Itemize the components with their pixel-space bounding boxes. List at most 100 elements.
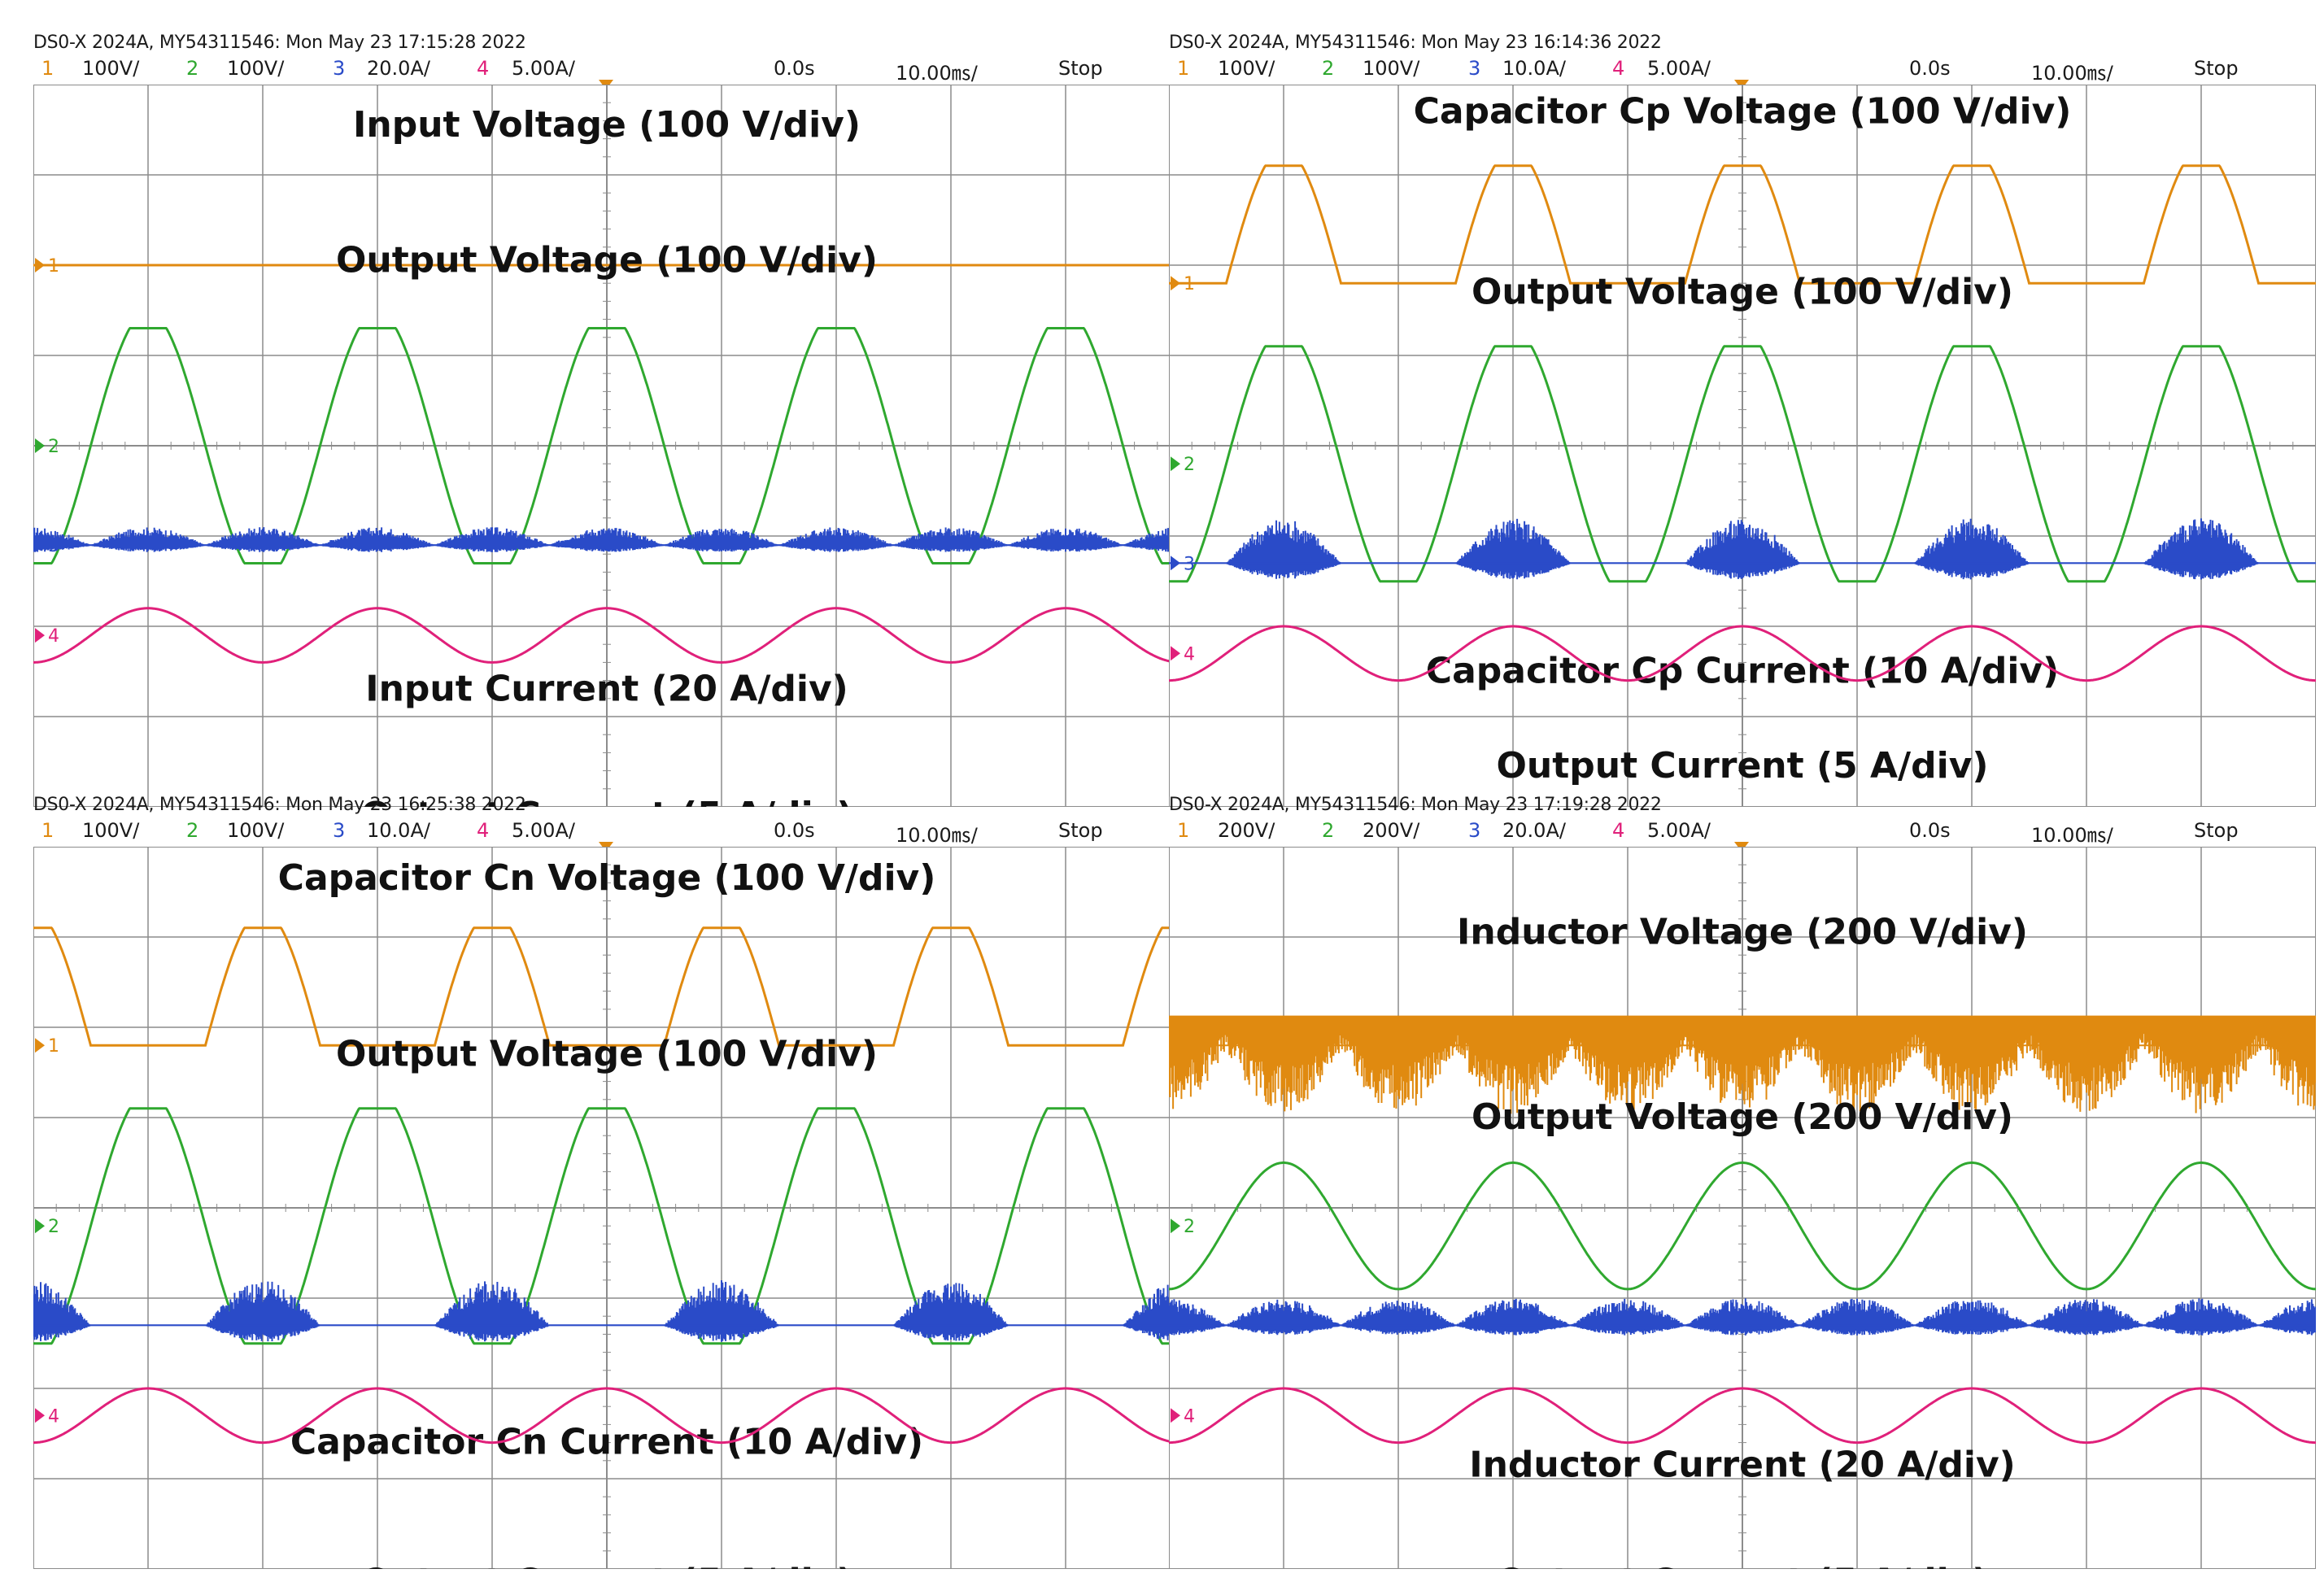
ch1-scale: 100V/ [82, 57, 140, 80]
run-state: Stop [1058, 819, 1103, 842]
ch1-number: 1 [41, 57, 55, 80]
scope-panel-1: DS0-X 2024A, MY54311546: Mon May 23 17:1… [28, 31, 1184, 808]
ground-arrow [35, 628, 45, 643]
scope-panel-3: DS0-X 2024A, MY54311546: Mon May 23 16:2… [28, 793, 1184, 1570]
ch4-scale: 5.00A/ [1647, 57, 1711, 80]
ground-arrow [1171, 456, 1180, 472]
ch1-number: 1 [1177, 819, 1190, 842]
series-label: Input Voltage (100 V/div) [353, 104, 861, 146]
ch4-ground-label: 4 [48, 626, 59, 647]
trace-line [33, 1107, 1180, 1345]
ch4-ground-marker-icon: 4 [35, 1406, 59, 1427]
ch2-ground-marker-icon: 2 [1171, 455, 1195, 475]
trace-ch2: 2 Output Voltage (200 V/div) [1169, 1096, 2316, 1291]
ground-arrow [35, 438, 45, 453]
ch4-ground-marker-icon: 4 [1171, 1406, 1195, 1427]
ch4-number: 4 [1612, 57, 1625, 80]
trace-ch2: 2 Output Voltage (100 V/div) [33, 1033, 1180, 1345]
trace-line [1169, 1161, 2316, 1291]
trace-line [1169, 1387, 2316, 1445]
ch3-scale: 20.0A/ [367, 57, 430, 80]
ch4-ground-marker-icon: 4 [1171, 644, 1195, 665]
series-label: Output Current (5 A/div) [361, 1562, 853, 1569]
center-axes [33, 85, 1180, 807]
ch2-number: 2 [1322, 819, 1335, 842]
run-state: Stop [1058, 57, 1103, 80]
ch3-number: 3 [333, 819, 346, 842]
ch3-number: 3 [1468, 57, 1481, 80]
ch4-scale: 5.00A/ [512, 57, 575, 80]
trace-ch1: 1 Capacitor Cn Voltage (100 V/div) [33, 857, 1180, 1057]
ch2-ground-marker-icon: 2 [35, 1217, 59, 1237]
scope-settings-bar: 1 100V/ 2 100V/ 3 20.0A/ 4 5.00A/ 0.0s 1… [33, 57, 1180, 85]
trace-ch2: 2 Output Voltage (100 V/div) [1169, 271, 2316, 583]
ch4-scale: 5.00A/ [512, 819, 575, 842]
trace-ch4: 4 Output Current (5 A/div) [33, 1387, 1180, 1569]
ch2-number: 2 [186, 819, 199, 842]
series-label: Capacitor Cp Current (10 A/div) [1426, 651, 2059, 692]
series-label: Output Current (5 A/div) [361, 795, 853, 807]
scope-settings-bar: 1 100V/ 2 100V/ 3 10.0A/ 4 5.00A/ 0.0s 1… [1169, 57, 2316, 85]
ch2-ground-label: 2 [48, 437, 59, 457]
time-per-div: 10.00㎳/ [896, 62, 978, 85]
time-offset: 0.0s [774, 57, 815, 80]
scope-panel-4: DS0-X 2024A, MY54311546: Mon May 23 17:1… [1164, 793, 2319, 1570]
series-label: Output Voltage (100 V/div) [336, 239, 878, 281]
scope-screen: 1 Capacitor Cn Voltage (100 V/div) 2 Output… [33, 847, 1180, 1569]
scope-header: DS0-X 2024A, MY54311546: Mon May 23 17:1… [33, 33, 526, 53]
scope-panel-2: DS0-X 2024A, MY54311546: Mon May 23 16:1… [1164, 31, 2319, 808]
time-offset: 0.0s [1909, 57, 1951, 80]
ch1-number: 1 [41, 819, 55, 842]
ch3-scale: 20.0A/ [1502, 819, 1566, 842]
ground-arrow [1171, 1408, 1180, 1423]
ch2-scale: 100V/ [227, 819, 285, 842]
center-axes [1169, 85, 2316, 807]
series-label: Output Voltage (100 V/div) [336, 1033, 878, 1074]
trace-line [33, 1387, 1180, 1445]
trace-ch4: 4 Output Current (5 A/div) [33, 607, 1180, 807]
series-label: Inductor Current (20 A/div) [1469, 1444, 2016, 1485]
ch2-scale: 100V/ [227, 57, 285, 80]
ch2-scale: 200V/ [1363, 819, 1420, 842]
ch3-ground-label: 3 [1184, 554, 1195, 574]
ch1-number: 1 [1177, 57, 1190, 80]
ch4-ground-label: 4 [1184, 644, 1195, 665]
ch2-number: 2 [186, 57, 199, 80]
trace-line [33, 926, 1180, 1047]
series-label: Capacitor Cn Voltage (100 V/div) [278, 857, 936, 899]
trace-ch1: 1 Capacitor Cp Voltage (100 V/div) [1169, 90, 2316, 294]
ch4-ground-marker-icon: 4 [35, 626, 59, 647]
scope-settings-bar: 1 200V/ 2 200V/ 3 20.0A/ 4 5.00A/ 0.0s 1… [1169, 819, 2316, 847]
trace-ch3: 3 Capacitor Cp Current (10 A/div) [1169, 518, 2316, 692]
ch1-scale: 200V/ [1218, 819, 1275, 842]
series-label: Capacitor Cp Voltage (100 V/div) [1414, 90, 2072, 132]
ch4-number: 4 [477, 819, 490, 842]
trace-line [33, 607, 1180, 664]
ch2-scale: 100V/ [1363, 57, 1420, 80]
ground-arrow [35, 1038, 45, 1053]
scope-header: DS0-X 2024A, MY54311546: Mon May 23 16:1… [1169, 33, 1662, 53]
time-offset: 0.0s [1909, 819, 1951, 842]
ch2-ground-label: 2 [1184, 455, 1195, 475]
time-offset: 0.0s [774, 819, 815, 842]
ch3-scale: 10.0A/ [367, 819, 430, 842]
trace-line [33, 327, 1180, 564]
trace-line [1169, 164, 2316, 285]
ground-arrow [35, 1408, 45, 1423]
trace-ch4: 4 Output Current (5 A/div) [1169, 1387, 2316, 1569]
series-label: Output Current (5 A/div) [1497, 1562, 1989, 1569]
ch1-ground-marker-icon: 1 [35, 1036, 59, 1057]
ch1-ground-label: 1 [1184, 274, 1195, 294]
ch4-ground-label: 4 [1184, 1406, 1195, 1427]
ground-arrow [1171, 1218, 1180, 1234]
ch2-ground-marker-icon: 2 [1171, 1217, 1195, 1237]
ch4-number: 4 [477, 57, 490, 80]
trace-ch2: 2 Output Voltage (100 V/div) [33, 239, 1180, 564]
time-per-div: 10.00㎳/ [2031, 824, 2113, 847]
ground-arrow [35, 1218, 45, 1234]
time-per-div: 10.00㎳/ [2031, 62, 2113, 85]
